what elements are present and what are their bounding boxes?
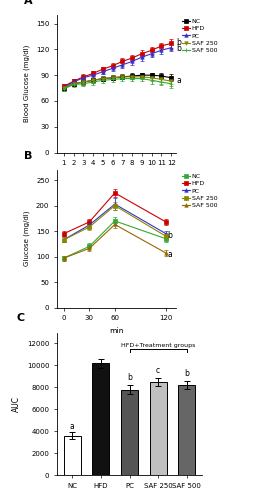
Text: b: b [127, 374, 132, 382]
Bar [121, 390, 138, 475]
Legend: NC, HFD, PC, SAF 250, SAF 500: NC, HFD, PC, SAF 250, SAF 500 [182, 18, 218, 54]
Text: b: b [168, 231, 172, 240]
Text: a: a [177, 76, 181, 85]
Bar [149, 382, 167, 475]
Text: A: A [24, 0, 32, 6]
Text: a: a [168, 250, 172, 258]
Text: b: b [184, 369, 189, 378]
X-axis label: Time (Weeks): Time (Weeks) [91, 172, 142, 180]
Legend: NC, HFD, PC, SAF 250, SAF 500: NC, HFD, PC, SAF 250, SAF 500 [182, 173, 218, 209]
Bar [178, 385, 196, 475]
Y-axis label: Blood Glucose (mg/dl): Blood Glucose (mg/dl) [24, 45, 30, 122]
Text: b: b [177, 44, 182, 53]
X-axis label: min: min [109, 326, 124, 336]
Y-axis label: Glucose (mg/dl): Glucose (mg/dl) [24, 211, 30, 266]
Bar [92, 363, 110, 475]
Text: a: a [70, 422, 75, 430]
Text: B: B [24, 151, 32, 161]
Text: b: b [177, 38, 182, 47]
Bar [63, 436, 81, 475]
Text: c: c [156, 366, 160, 374]
Text: HFD+Treatment groups: HFD+Treatment groups [121, 343, 195, 348]
Text: C: C [16, 313, 25, 323]
Y-axis label: AUC: AUC [12, 396, 21, 412]
